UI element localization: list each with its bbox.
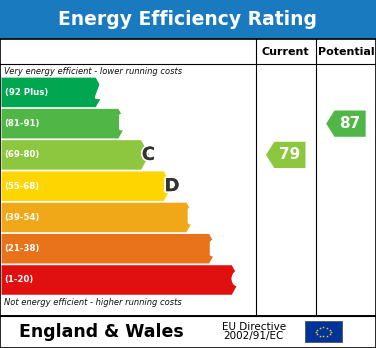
Text: Potential: Potential <box>318 47 374 56</box>
Polygon shape <box>2 234 217 263</box>
Bar <box>0 0 376 39</box>
Text: (1-20): (1-20) <box>5 276 34 285</box>
Bar <box>0 316 376 348</box>
Text: Current: Current <box>262 47 309 56</box>
Polygon shape <box>2 203 195 232</box>
Text: 79: 79 <box>279 148 300 163</box>
Polygon shape <box>2 265 240 295</box>
Text: Very energy efficient - lower running costs: Very energy efficient - lower running co… <box>4 67 182 76</box>
Text: D: D <box>165 177 178 195</box>
Text: (69-80): (69-80) <box>5 150 40 159</box>
Polygon shape <box>2 78 104 107</box>
Text: EU Directive: EU Directive <box>222 322 286 332</box>
Text: (81-91): (81-91) <box>5 119 40 128</box>
Text: Not energy efficient - higher running costs: Not energy efficient - higher running co… <box>4 298 182 307</box>
Text: C: C <box>142 146 154 164</box>
Bar <box>305 322 342 342</box>
Text: G: G <box>232 271 247 289</box>
Text: A: A <box>97 84 111 101</box>
Text: (39-54): (39-54) <box>5 213 40 222</box>
Polygon shape <box>2 109 127 139</box>
Text: F: F <box>210 240 222 258</box>
Text: B: B <box>119 114 132 133</box>
Polygon shape <box>2 140 149 170</box>
Text: A: A <box>97 84 109 101</box>
Text: 2002/91/EC: 2002/91/EC <box>224 331 284 341</box>
Text: C: C <box>142 146 155 164</box>
Text: E: E <box>187 208 199 227</box>
Text: B: B <box>119 114 133 133</box>
Text: Energy Efficiency Rating: Energy Efficiency Rating <box>59 10 317 29</box>
Text: (21-38): (21-38) <box>5 244 40 253</box>
Text: (55-68): (55-68) <box>5 182 39 191</box>
Text: (92 Plus): (92 Plus) <box>5 88 48 97</box>
Text: E: E <box>187 208 199 227</box>
Polygon shape <box>266 142 305 168</box>
Text: F: F <box>210 240 221 258</box>
Text: England & Wales: England & Wales <box>19 323 184 341</box>
Text: D: D <box>165 177 179 195</box>
Text: 87: 87 <box>339 116 360 131</box>
Polygon shape <box>2 172 172 201</box>
Bar <box>0 39 376 316</box>
Polygon shape <box>326 111 365 137</box>
Text: G: G <box>232 271 246 289</box>
